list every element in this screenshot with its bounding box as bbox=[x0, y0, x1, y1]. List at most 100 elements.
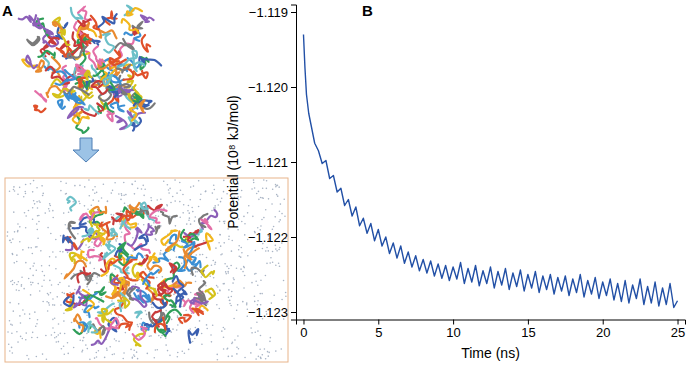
solvent-dot bbox=[77, 233, 79, 235]
solvent-dot bbox=[253, 182, 255, 184]
solvent-dot bbox=[67, 353, 69, 355]
solvent-dot bbox=[174, 179, 176, 181]
solvent-dot bbox=[16, 284, 18, 286]
solvent-dot bbox=[9, 302, 11, 304]
solvent-dot bbox=[221, 197, 223, 199]
solvent-dot bbox=[40, 250, 42, 252]
solvent-dot bbox=[203, 240, 205, 242]
solvent-dot bbox=[101, 197, 103, 199]
solvent-dot bbox=[214, 264, 216, 266]
solvent-dot bbox=[52, 210, 54, 212]
solvent-dot bbox=[119, 223, 121, 225]
potential-line bbox=[303, 35, 677, 308]
solvent-dot bbox=[254, 301, 256, 303]
molecule-strand bbox=[57, 48, 72, 56]
solvent-dot bbox=[251, 188, 253, 190]
solvent-dot bbox=[137, 326, 139, 328]
solvent-dot bbox=[255, 280, 257, 282]
molecule-strand bbox=[99, 309, 114, 316]
solvent-dot bbox=[163, 180, 165, 182]
solvent-dot bbox=[37, 319, 39, 321]
molecule-strand bbox=[92, 39, 100, 44]
molecule-strand bbox=[140, 203, 148, 209]
solvent-dot bbox=[231, 291, 233, 293]
solvent-dot bbox=[38, 221, 40, 223]
solvent-dot bbox=[180, 189, 182, 191]
solvent-dot bbox=[37, 207, 39, 209]
molecule-strand bbox=[64, 295, 74, 306]
solvent-dot bbox=[60, 304, 62, 306]
x-axis-title: Time (ns) bbox=[461, 345, 520, 361]
solvent-dot bbox=[33, 180, 35, 182]
molecule-strand bbox=[99, 14, 117, 27]
y-tick-mark bbox=[291, 237, 296, 238]
solvent-dot bbox=[83, 337, 85, 339]
molecule-strand bbox=[134, 71, 148, 78]
molecule-strand bbox=[206, 289, 215, 300]
solvent-dot bbox=[30, 247, 32, 249]
solvent-dot bbox=[112, 354, 114, 356]
solvent-dot bbox=[206, 324, 208, 326]
solvent-dot bbox=[151, 307, 153, 309]
solvent-dot bbox=[14, 190, 16, 192]
solvent-dot bbox=[217, 292, 219, 294]
solvent-dot bbox=[25, 332, 27, 334]
solvent-dot bbox=[113, 353, 115, 355]
solvent-dot bbox=[196, 271, 198, 273]
solvent-dot bbox=[240, 256, 242, 258]
solvent-dot bbox=[113, 214, 115, 216]
molecule-strand bbox=[26, 56, 37, 69]
solvent-dot bbox=[60, 190, 62, 192]
solvent-dot bbox=[195, 281, 197, 283]
solvent-dot bbox=[251, 332, 253, 334]
molecule-strand bbox=[133, 94, 141, 102]
solvent-dot bbox=[189, 199, 191, 201]
solvent-dot bbox=[250, 352, 252, 354]
solvent-dot bbox=[161, 253, 163, 255]
solvent-dot bbox=[223, 336, 225, 338]
solvent-dot bbox=[277, 185, 279, 187]
solvent-dot bbox=[10, 242, 12, 244]
solvent-dot bbox=[270, 337, 272, 339]
arrow bbox=[73, 138, 99, 162]
y-axis-line bbox=[291, 5, 297, 320]
solvent-dot bbox=[87, 208, 89, 210]
solvent-dot bbox=[84, 186, 86, 188]
solvent-dot bbox=[59, 251, 61, 253]
solvent-dot bbox=[277, 195, 279, 197]
solvent-dot bbox=[135, 284, 137, 286]
solvent-dot bbox=[268, 198, 270, 200]
solvated-box bbox=[5, 178, 288, 362]
molecule-strand bbox=[133, 327, 147, 340]
molecule-strand bbox=[130, 203, 140, 212]
solvent-dot bbox=[62, 292, 64, 294]
x-tick: 0 bbox=[300, 320, 307, 340]
solvent-dot bbox=[86, 314, 88, 316]
solvent-dot bbox=[115, 239, 117, 241]
solvent-dot bbox=[96, 283, 98, 285]
solvent-dot bbox=[114, 306, 116, 308]
solvent-dot bbox=[49, 280, 51, 282]
solvent-dot bbox=[36, 201, 38, 203]
solvent-dot bbox=[110, 214, 112, 216]
solvent-dot bbox=[263, 179, 265, 181]
solvent-dot bbox=[12, 284, 14, 286]
solvent-dot bbox=[227, 348, 229, 350]
solvent-dot bbox=[38, 215, 40, 217]
solvent-dot bbox=[232, 282, 234, 284]
y-tick: −1.119 bbox=[249, 5, 296, 20]
solvent-dot bbox=[32, 265, 34, 267]
solvent-dot bbox=[32, 218, 34, 220]
solvent-dot bbox=[177, 317, 179, 319]
solvent-dot bbox=[8, 343, 10, 345]
solvent-dot bbox=[149, 271, 151, 273]
solvent-dot bbox=[241, 252, 243, 254]
solvent-dot bbox=[115, 340, 117, 342]
y-tick-mark bbox=[291, 162, 296, 163]
solvent-dot bbox=[88, 195, 90, 197]
solvent-dot bbox=[272, 188, 274, 190]
solvent-dot bbox=[91, 241, 93, 243]
solvent-dot bbox=[165, 344, 167, 346]
solvent-dot bbox=[153, 222, 155, 224]
solvent-dot bbox=[132, 356, 134, 358]
